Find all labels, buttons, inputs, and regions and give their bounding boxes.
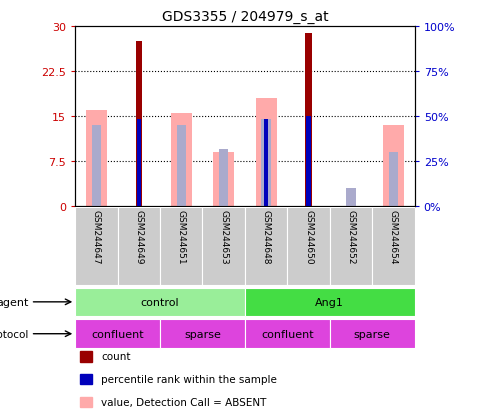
Bar [346, 188, 355, 206]
Text: confluent: confluent [91, 329, 144, 339]
Text: confluent: confluent [260, 329, 313, 339]
Title: GDS3355 / 204979_s_at: GDS3355 / 204979_s_at [161, 10, 328, 24]
Text: GSM244649: GSM244649 [134, 210, 143, 264]
Text: GSM244653: GSM244653 [219, 210, 228, 264]
Text: count: count [101, 351, 130, 362]
Text: control: control [140, 297, 179, 307]
Bar [388, 152, 397, 206]
Bar [136, 42, 142, 206]
Bar [160, 320, 244, 348]
Text: sparse: sparse [183, 329, 221, 339]
Bar [75, 320, 160, 348]
Text: GSM244648: GSM244648 [261, 210, 270, 264]
Text: GSM244650: GSM244650 [303, 210, 313, 264]
Bar [91, 126, 101, 206]
Text: value, Detection Call = ABSENT: value, Detection Call = ABSENT [101, 397, 266, 407]
Bar [212, 152, 234, 206]
Bar [261, 120, 270, 206]
Text: GSM244654: GSM244654 [388, 210, 397, 264]
Text: percentile rank within the sample: percentile rank within the sample [101, 374, 276, 385]
Text: GSM244651: GSM244651 [176, 210, 185, 264]
Bar [86, 111, 107, 206]
Bar [244, 288, 414, 316]
Bar [75, 288, 244, 316]
Bar [136, 120, 141, 206]
Bar [219, 150, 228, 206]
Text: GSM244647: GSM244647 [91, 210, 101, 264]
Bar [176, 126, 185, 206]
Text: sparse: sparse [353, 329, 390, 339]
Text: Ang1: Ang1 [315, 297, 344, 307]
Bar [75, 207, 117, 286]
Bar [202, 207, 244, 286]
Bar [329, 320, 414, 348]
Bar [306, 116, 310, 206]
Bar [244, 207, 287, 286]
Text: agent: agent [0, 297, 29, 307]
Text: GSM244652: GSM244652 [346, 210, 355, 264]
Bar [305, 34, 311, 206]
Bar [329, 207, 372, 286]
Bar [263, 120, 268, 206]
Bar [244, 320, 329, 348]
Bar [372, 207, 414, 286]
Bar [382, 126, 403, 206]
Bar [160, 207, 202, 286]
Bar [170, 114, 192, 206]
Bar [287, 207, 329, 286]
Text: growth protocol: growth protocol [0, 329, 29, 339]
Bar [117, 207, 160, 286]
Bar [255, 99, 276, 206]
